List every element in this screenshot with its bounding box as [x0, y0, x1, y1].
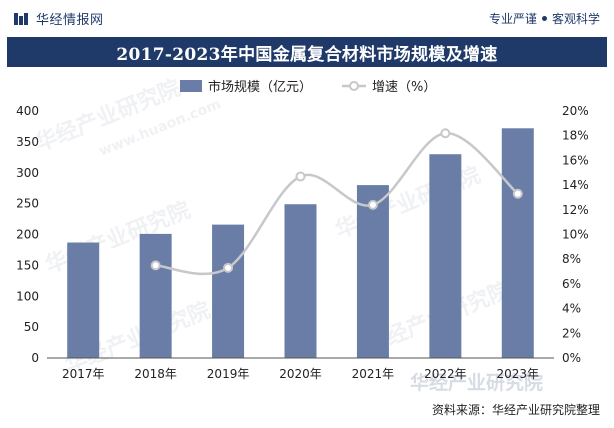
y-tick-label: 50	[24, 320, 39, 334]
bar	[501, 128, 534, 358]
top-bar: 华经情报网 专业严谨 客观科学	[0, 0, 614, 36]
y-tick-label: 150	[16, 258, 39, 272]
brand: 华经情报网	[14, 9, 104, 28]
y-tick-label: 200	[16, 228, 39, 242]
x-tick-label: 2019年	[207, 367, 250, 381]
bar	[212, 224, 245, 358]
legend-marker-line	[349, 81, 359, 91]
bar	[429, 154, 462, 358]
x-tick-label: 2022年	[424, 367, 467, 381]
brand-name: 华经情报网	[36, 13, 104, 28]
y-tick-label: 300	[16, 166, 39, 180]
growth-line	[155, 131, 519, 276]
y-tick-label: 250	[16, 197, 39, 211]
y2-tick-label: 6%	[562, 277, 581, 291]
growth-point	[223, 262, 234, 273]
y2-tick-label: 8%	[562, 252, 581, 266]
bar	[139, 233, 172, 358]
y2-tick-label: 2%	[562, 326, 581, 340]
y2-tick-label: 4%	[562, 302, 581, 316]
x-tick-label: 2017年	[62, 367, 105, 381]
bar	[284, 204, 317, 358]
growth-point	[512, 188, 523, 199]
x-tick-label: 2021年	[352, 367, 395, 381]
brand-logo-icon	[14, 12, 28, 25]
slogan-right: 客观科学	[551, 12, 600, 26]
y-tick-label: 0	[31, 351, 39, 365]
legend-label-line: 增速（%）	[372, 80, 436, 95]
slogan: 专业严谨 客观科学	[489, 10, 600, 27]
source-note: 资料来源：华经产业研究院整理	[431, 403, 600, 417]
y-tick-label: 350	[16, 135, 39, 149]
y2-tick-label: 14%	[562, 178, 589, 192]
bullet-icon	[541, 16, 547, 21]
chart-title-bar: 2017-2023年中国金属复合材料市场规模及增速	[7, 37, 607, 67]
growth-point	[367, 199, 378, 210]
legend-swatch-bar	[180, 80, 202, 92]
legend-label-bar: 市场规模（亿元）	[208, 79, 312, 95]
y2-tick-label: 18%	[562, 129, 589, 143]
x-tick-label: 2018年	[134, 367, 177, 381]
slogan-left: 专业严谨	[488, 12, 537, 26]
chart-title: 2017-2023年中国金属复合材料市场规模及增速	[116, 44, 498, 65]
bar	[67, 242, 100, 358]
y2-tick-label: 10%	[562, 228, 589, 242]
bar	[356, 185, 389, 358]
x-tick-label: 2023年	[497, 367, 540, 381]
y2-tick-label: 12%	[562, 203, 589, 217]
growth-point	[440, 128, 451, 139]
x-tick-label: 2020年	[279, 367, 322, 381]
y-tick-label: 400	[16, 104, 39, 118]
growth-point	[295, 171, 306, 182]
y-tick-label: 100	[16, 289, 39, 303]
y2-tick-label: 16%	[562, 153, 589, 167]
y2-tick-label: 0%	[562, 351, 581, 365]
growth-point	[150, 260, 161, 271]
y2-tick-label: 20%	[562, 104, 589, 118]
